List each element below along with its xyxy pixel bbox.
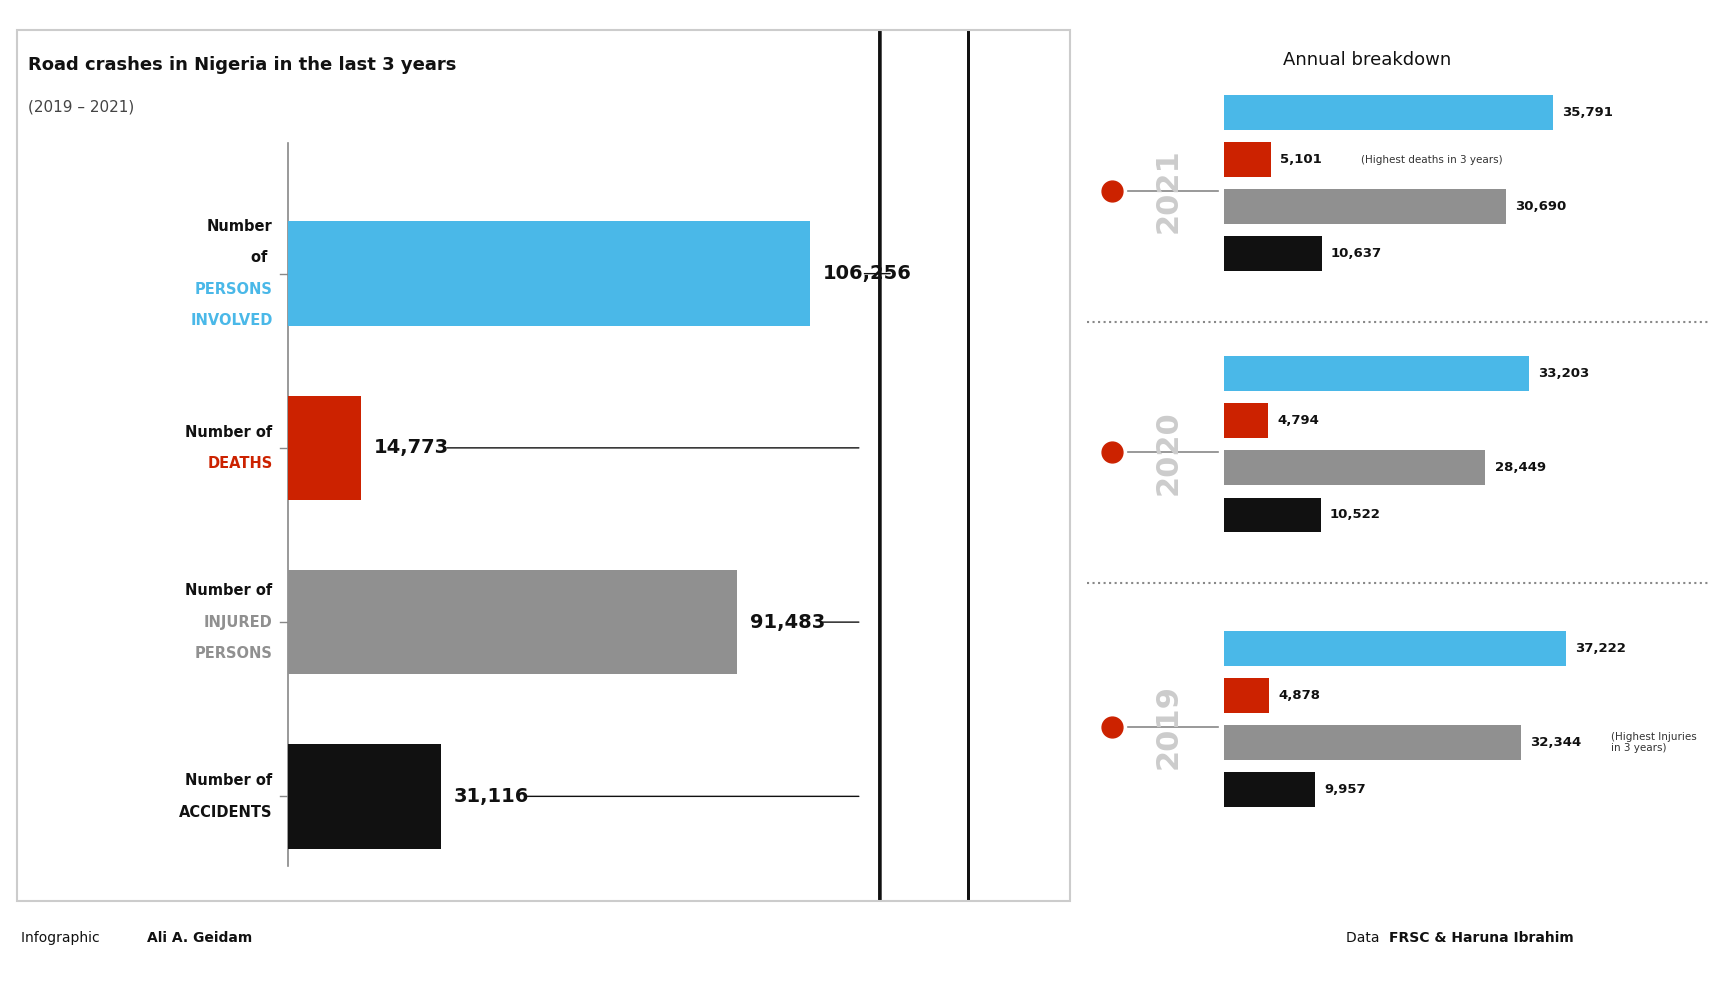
FancyBboxPatch shape xyxy=(1224,631,1565,665)
Text: ACCIDENTS: ACCIDENTS xyxy=(180,805,273,820)
Text: 35,791: 35,791 xyxy=(1562,106,1612,119)
Text: 2021: 2021 xyxy=(1153,148,1182,234)
FancyBboxPatch shape xyxy=(1224,678,1269,713)
Text: 14,773: 14,773 xyxy=(375,439,449,457)
Text: FRSC & Haruna Ibrahim: FRSC & Haruna Ibrahim xyxy=(1389,932,1574,945)
FancyBboxPatch shape xyxy=(1224,95,1553,130)
Text: PERSONS: PERSONS xyxy=(195,282,273,297)
Bar xyxy=(288,222,809,326)
Text: 4,878: 4,878 xyxy=(1279,689,1320,702)
Text: 2019: 2019 xyxy=(1153,684,1182,769)
Text: Number of: Number of xyxy=(185,583,273,598)
FancyBboxPatch shape xyxy=(1224,189,1505,224)
Text: Annual breakdown: Annual breakdown xyxy=(1282,51,1452,69)
Text: 4,794: 4,794 xyxy=(1277,415,1319,428)
Text: PERSONS: PERSONS xyxy=(195,646,273,661)
Text: 33,203: 33,203 xyxy=(1538,367,1590,380)
Text: 91,483: 91,483 xyxy=(751,613,825,632)
FancyBboxPatch shape xyxy=(1224,237,1322,271)
FancyBboxPatch shape xyxy=(1224,356,1529,391)
FancyBboxPatch shape xyxy=(1224,404,1269,439)
Text: (2019 – 2021): (2019 – 2021) xyxy=(28,99,135,115)
Text: Road crashes in Nigeria in the last 3 years: Road crashes in Nigeria in the last 3 ye… xyxy=(28,55,456,74)
Text: 10,637: 10,637 xyxy=(1331,248,1383,260)
Text: 28,449: 28,449 xyxy=(1495,461,1546,474)
Text: 37,222: 37,222 xyxy=(1576,642,1626,654)
FancyBboxPatch shape xyxy=(1224,143,1270,177)
Text: of: of xyxy=(252,250,273,265)
Text: Number: Number xyxy=(207,219,273,234)
FancyBboxPatch shape xyxy=(1224,498,1320,533)
Bar xyxy=(288,744,440,848)
Text: Infographic: Infographic xyxy=(21,932,104,945)
Bar xyxy=(288,570,737,674)
Text: 2020: 2020 xyxy=(1153,410,1182,495)
Text: Number of: Number of xyxy=(185,425,273,440)
Text: 106,256: 106,256 xyxy=(823,264,911,283)
Text: 9,957: 9,957 xyxy=(1326,783,1367,796)
FancyBboxPatch shape xyxy=(1224,772,1315,807)
Text: 5,101: 5,101 xyxy=(1281,153,1322,166)
FancyBboxPatch shape xyxy=(1224,450,1486,485)
Text: INJURED: INJURED xyxy=(204,615,273,630)
Text: DEATHS: DEATHS xyxy=(207,456,273,471)
Text: 10,522: 10,522 xyxy=(1331,509,1381,522)
Text: Data: Data xyxy=(1346,932,1384,945)
Text: 30,690: 30,690 xyxy=(1515,200,1567,213)
Text: 32,344: 32,344 xyxy=(1531,736,1581,748)
Text: (Highest deaths in 3 years): (Highest deaths in 3 years) xyxy=(1362,154,1503,164)
Text: Ali A. Geidam: Ali A. Geidam xyxy=(147,932,252,945)
Text: Number of: Number of xyxy=(185,773,273,788)
Text: 31,116: 31,116 xyxy=(454,787,530,806)
Text: (Highest Injuries
in 3 years): (Highest Injuries in 3 years) xyxy=(1610,732,1697,753)
Bar xyxy=(288,396,361,500)
FancyBboxPatch shape xyxy=(1224,725,1521,759)
Text: INVOLVED: INVOLVED xyxy=(190,313,273,328)
